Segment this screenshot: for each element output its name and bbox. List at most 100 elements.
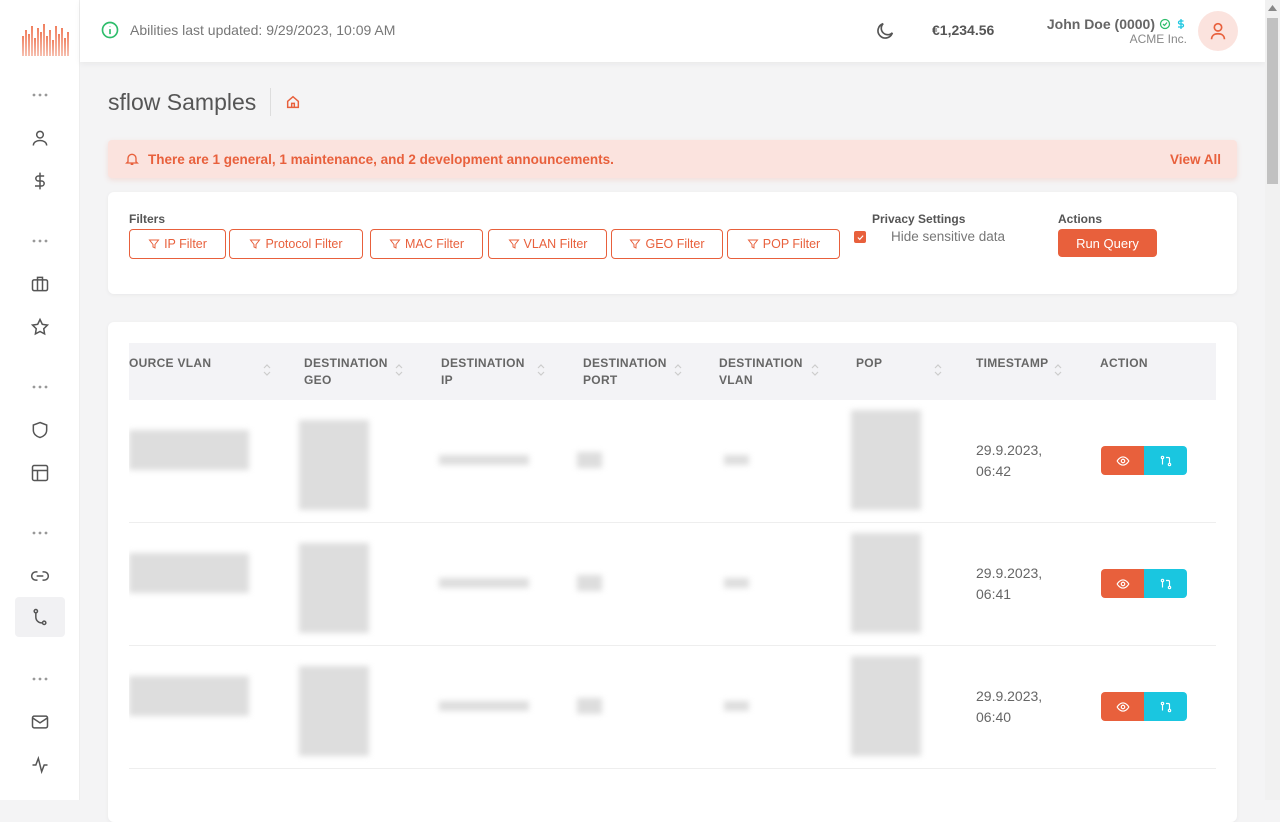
sort-icon[interactable] [811, 363, 819, 377]
sidebar-item-favorites[interactable] [15, 307, 65, 347]
scrollbar-thumb[interactable] [1267, 18, 1278, 184]
dots-icon [32, 385, 48, 389]
filter-icon [249, 239, 261, 249]
moon-icon [877, 22, 894, 39]
git-compare-icon [1160, 455, 1171, 466]
column-header[interactable]: TIMESTAMP [976, 355, 1048, 372]
home-icon[interactable] [285, 94, 301, 110]
abilities-info: Abilities last updated: 9/29/2023, 10:09… [100, 20, 395, 40]
view-button[interactable] [1101, 446, 1144, 475]
run-query-button[interactable]: Run Query [1058, 229, 1157, 257]
view-all-link[interactable]: View All [1169, 151, 1221, 167]
section-dots [0, 672, 80, 686]
dots-icon [32, 531, 48, 535]
hide-sensitive-checkbox[interactable] [854, 231, 866, 243]
redacted-cell [299, 543, 369, 633]
redacted-cell [299, 666, 369, 756]
trace-button[interactable] [1144, 692, 1187, 721]
layout-icon [31, 464, 49, 482]
user-icon [32, 130, 48, 146]
sort-icon[interactable] [395, 363, 403, 377]
column-header-line: POP [856, 356, 883, 370]
redacted-cell [724, 701, 749, 711]
git-branch-icon [33, 608, 47, 626]
announcement-text: There are 1 general, 1 maintenance, and … [148, 151, 614, 167]
redacted-cell [577, 575, 602, 591]
trace-button[interactable] [1144, 569, 1187, 598]
column-header[interactable]: DESTINATION VLAN [719, 355, 803, 389]
link-icon [30, 571, 50, 581]
user-info[interactable]: John Doe (0000) ACME Inc. [1047, 16, 1187, 46]
dots-icon [32, 239, 48, 243]
bell-icon [125, 153, 139, 165]
brand-logo[interactable] [22, 24, 80, 58]
column-header[interactable]: OURCE VLAN [129, 355, 211, 372]
table-row[interactable]: 29.9.2023, 06:42 [129, 400, 1216, 523]
sidebar-item-mail[interactable] [15, 702, 65, 742]
sort-icon[interactable] [1054, 363, 1062, 377]
sidebar-item-security[interactable] [15, 410, 65, 450]
check-icon [856, 234, 864, 240]
page-title: sflow Samples [108, 88, 257, 115]
info-icon [101, 21, 119, 39]
filter-button[interactable]: POP Filter [727, 229, 840, 259]
trace-button[interactable] [1144, 446, 1187, 475]
sidebar-item-billing[interactable] [15, 161, 65, 201]
row-actions [1101, 692, 1187, 721]
sidebar-item-layout[interactable] [15, 453, 65, 493]
sort-icon[interactable] [934, 363, 942, 377]
redacted-cell [439, 578, 529, 588]
sidebar-item-activity[interactable] [15, 745, 65, 785]
view-button[interactable] [1101, 569, 1144, 598]
table-row[interactable]: 29.9.2023, 06:41 [129, 523, 1216, 646]
activity-icon [32, 755, 48, 775]
filter-button-label: VLAN Filter [523, 237, 588, 251]
column-header[interactable]: POP [856, 355, 882, 372]
avatar[interactable] [1198, 11, 1238, 51]
view-button[interactable] [1101, 692, 1144, 721]
sidebar-item-user[interactable] [15, 118, 65, 158]
sidebar-item-links[interactable] [15, 556, 65, 596]
column-header-line: GEO [304, 373, 332, 387]
redacted-cell [129, 430, 249, 470]
column-header[interactable]: DESTINATION IP [441, 355, 525, 389]
scroll-up-icon[interactable] [1268, 5, 1277, 11]
sort-icon[interactable] [537, 363, 545, 377]
column-header[interactable]: DESTINATION GEO [304, 355, 388, 389]
filters-label: Filters [129, 212, 166, 226]
filter-icon [508, 239, 520, 249]
sidebar-item-sflow[interactable] [15, 597, 65, 637]
user-icon [1210, 22, 1226, 40]
column-header-line: ACTION [1100, 356, 1148, 370]
redacted-cell [851, 656, 921, 756]
filter-button[interactable]: GEO Filter [611, 229, 723, 259]
sort-icon[interactable] [263, 363, 271, 377]
table-row[interactable]: 29.9.2023, 06:40 [129, 646, 1216, 769]
column-header[interactable]: DESTINATION PORT [583, 355, 667, 389]
filter-button[interactable]: Protocol Filter [229, 229, 363, 259]
shield-icon [32, 421, 48, 439]
redacted-cell [439, 455, 529, 465]
filter-button[interactable]: MAC Filter [370, 229, 483, 259]
section-dots [0, 88, 80, 102]
filter-icon [629, 239, 641, 249]
table-card [108, 322, 1237, 822]
redacted-cell [577, 698, 602, 714]
column-header-line: DESTINATION [304, 356, 388, 370]
verified-icon [1159, 18, 1171, 30]
column-header[interactable]: ACTION [1100, 355, 1148, 372]
abilities-text: Abilities last updated: 9/29/2023, 10:09… [130, 22, 396, 38]
timestamp-cell: 29.9.2023, 06:42 [976, 442, 1043, 479]
filter-button[interactable]: VLAN Filter [488, 229, 607, 259]
filter-icon [389, 239, 401, 249]
column-header-line: DESTINATION [719, 356, 803, 370]
filter-button-label: MAC Filter [404, 237, 465, 251]
sidebar-item-services[interactable] [15, 264, 65, 304]
filter-button-label: IP Filter [164, 237, 207, 251]
theme-toggle[interactable] [874, 20, 896, 47]
scrollbar[interactable] [1265, 0, 1280, 800]
git-compare-icon [1160, 701, 1171, 712]
sort-icon[interactable] [674, 363, 682, 377]
redacted-cell [439, 701, 529, 711]
filter-button[interactable]: IP Filter [129, 229, 226, 259]
